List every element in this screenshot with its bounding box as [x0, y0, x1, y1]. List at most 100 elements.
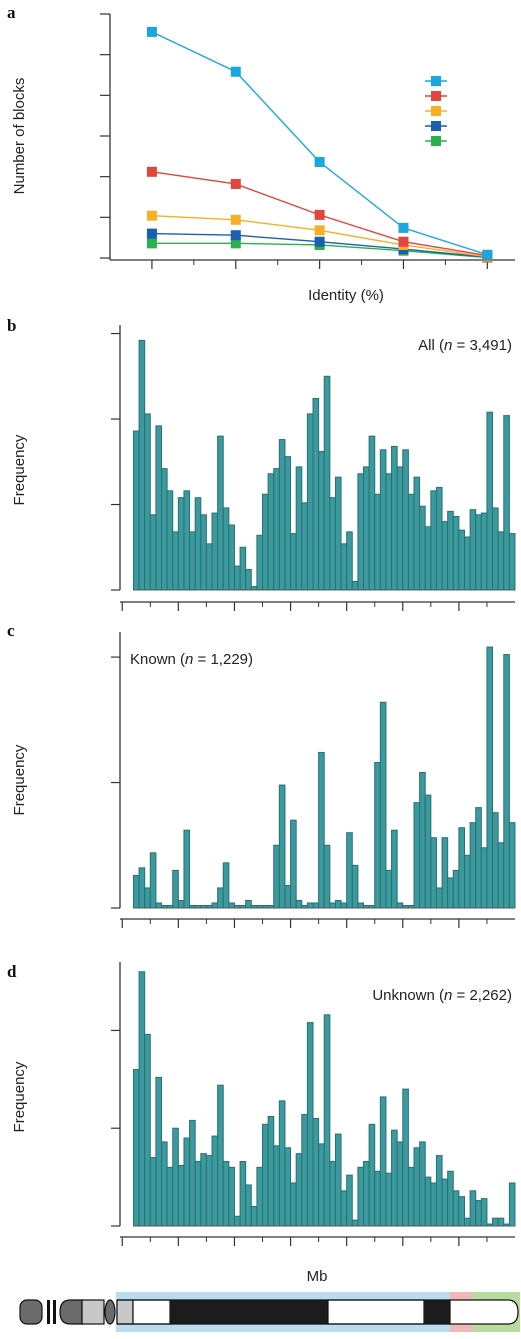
panel-a-line-chart: a Identity (%) Number of blocks: [7, 3, 515, 304]
histogram-bar: [351, 864, 359, 909]
histogram-bar: [486, 646, 494, 909]
panel-b-axes: [111, 325, 515, 611]
histogram-bar: [284, 456, 292, 591]
panel-d-annotation-n: n: [444, 987, 452, 1004]
histogram-bar: [144, 887, 151, 909]
histogram-bar: [189, 1119, 196, 1227]
histogram-bar: [228, 1166, 235, 1227]
histogram-bar: [374, 1170, 381, 1227]
histogram-bar: [346, 1174, 353, 1227]
histogram-bar: [441, 521, 449, 591]
histogram-bar: [385, 473, 393, 591]
histogram-bar: [391, 829, 398, 909]
histogram-bar: [233, 565, 241, 591]
histogram-bar: [407, 1166, 415, 1227]
histogram-bar: [475, 807, 482, 909]
histogram-bar: [211, 1135, 219, 1227]
panel-d-annotation-post: = 2,262): [452, 987, 512, 1004]
histogram-bar: [452, 869, 460, 909]
histogram-bar: [329, 497, 336, 591]
histogram-bar: [413, 476, 421, 591]
legend-marker: [431, 106, 441, 116]
histogram-bar: [245, 899, 252, 909]
histogram-bar: [379, 701, 387, 909]
histogram-bar: [346, 531, 353, 591]
panel-c-annotation-post: = 1,229): [193, 651, 253, 668]
histogram-bar: [492, 507, 499, 591]
histogram-bar: [424, 1176, 432, 1227]
histogram-bar: [346, 832, 353, 909]
histogram-bar: [250, 1205, 258, 1227]
panel-c-y-axis-label: Frequency: [11, 744, 28, 815]
histogram-bar: [357, 473, 365, 591]
histogram-bar: [200, 514, 207, 591]
histogram-bar: [430, 1182, 437, 1227]
panel-d-annotation: Unknown (n = 2,262): [372, 987, 512, 1004]
legend-marker: [431, 76, 441, 86]
histogram-bar: [239, 546, 247, 591]
histogram-bar: [301, 1114, 308, 1227]
histogram-bar: [475, 1200, 482, 1227]
histogram-bar: [318, 1143, 325, 1227]
histogram-bar: [334, 476, 342, 591]
panel-d-histogram: d Frequency Unknown (n = 2,262) Mb: [7, 962, 516, 1285]
histogram-bar: [318, 751, 325, 909]
histogram-bar: [508, 822, 516, 909]
histogram-bar: [161, 468, 168, 591]
histogram-bar: [132, 1069, 140, 1227]
histogram-bar: [396, 902, 404, 909]
histogram-bar: [144, 413, 151, 591]
panel-a-y-axis-label: Number of blocks: [11, 78, 28, 195]
ideogram-q-arm-tip: [449, 1299, 519, 1325]
histogram-bar: [183, 1137, 191, 1227]
panel-b-annotation-n: n: [444, 337, 452, 354]
ideogram-band: [53, 1300, 56, 1324]
histogram-bar: [278, 784, 286, 909]
histogram-bar: [295, 466, 303, 591]
histogram-bar: [447, 510, 454, 591]
histogram-bar: [458, 827, 466, 909]
panel-d-x-axis-label: Mb: [307, 1268, 328, 1285]
panel-b-bars: [132, 339, 516, 591]
histogram-bar: [189, 531, 196, 591]
histogram-bar: [480, 1198, 488, 1227]
histogram-bar: [245, 1184, 252, 1227]
histogram-bar: [407, 493, 415, 591]
histogram-bar: [447, 877, 454, 909]
histogram-bar: [334, 1133, 342, 1227]
histogram-bar: [306, 1022, 314, 1227]
histogram-bar: [340, 902, 348, 909]
histogram-bar: [464, 536, 471, 591]
histogram-bar: [312, 398, 320, 591]
histogram-bar: [323, 844, 331, 909]
histogram-bar: [166, 1166, 174, 1227]
ideogram-p-arm-tip: [19, 1299, 43, 1325]
histogram-bar: [149, 514, 157, 591]
histogram-bar: [132, 430, 140, 591]
histogram-bar: [149, 852, 157, 909]
histogram-bar: [172, 1127, 179, 1227]
histogram-bar: [250, 586, 258, 591]
histogram-bar: [508, 533, 516, 591]
histogram-bar: [228, 524, 235, 591]
data-point-100-bp: [146, 210, 157, 221]
histogram-bar: [469, 822, 477, 909]
histogram-bar: [144, 1033, 151, 1227]
histogram-bar: [306, 902, 314, 909]
histogram-bar: [301, 502, 308, 591]
histogram-bar: [503, 415, 510, 591]
histogram-bar: [492, 812, 499, 909]
histogram-bar: [452, 1190, 460, 1227]
histogram-bar: [368, 1123, 376, 1227]
panel-d-bars: [132, 971, 516, 1227]
histogram-bar: [497, 1217, 505, 1227]
histogram-bar: [334, 899, 342, 909]
histogram-bar: [284, 1147, 292, 1227]
histogram-bar: [222, 1160, 230, 1227]
histogram-bar: [172, 531, 179, 591]
histogram-bar: [194, 1160, 202, 1227]
ideogram-band: [81, 1299, 105, 1325]
histogram-bar: [351, 580, 359, 591]
histogram-bar: [278, 439, 286, 591]
histogram-bar: [290, 819, 297, 909]
